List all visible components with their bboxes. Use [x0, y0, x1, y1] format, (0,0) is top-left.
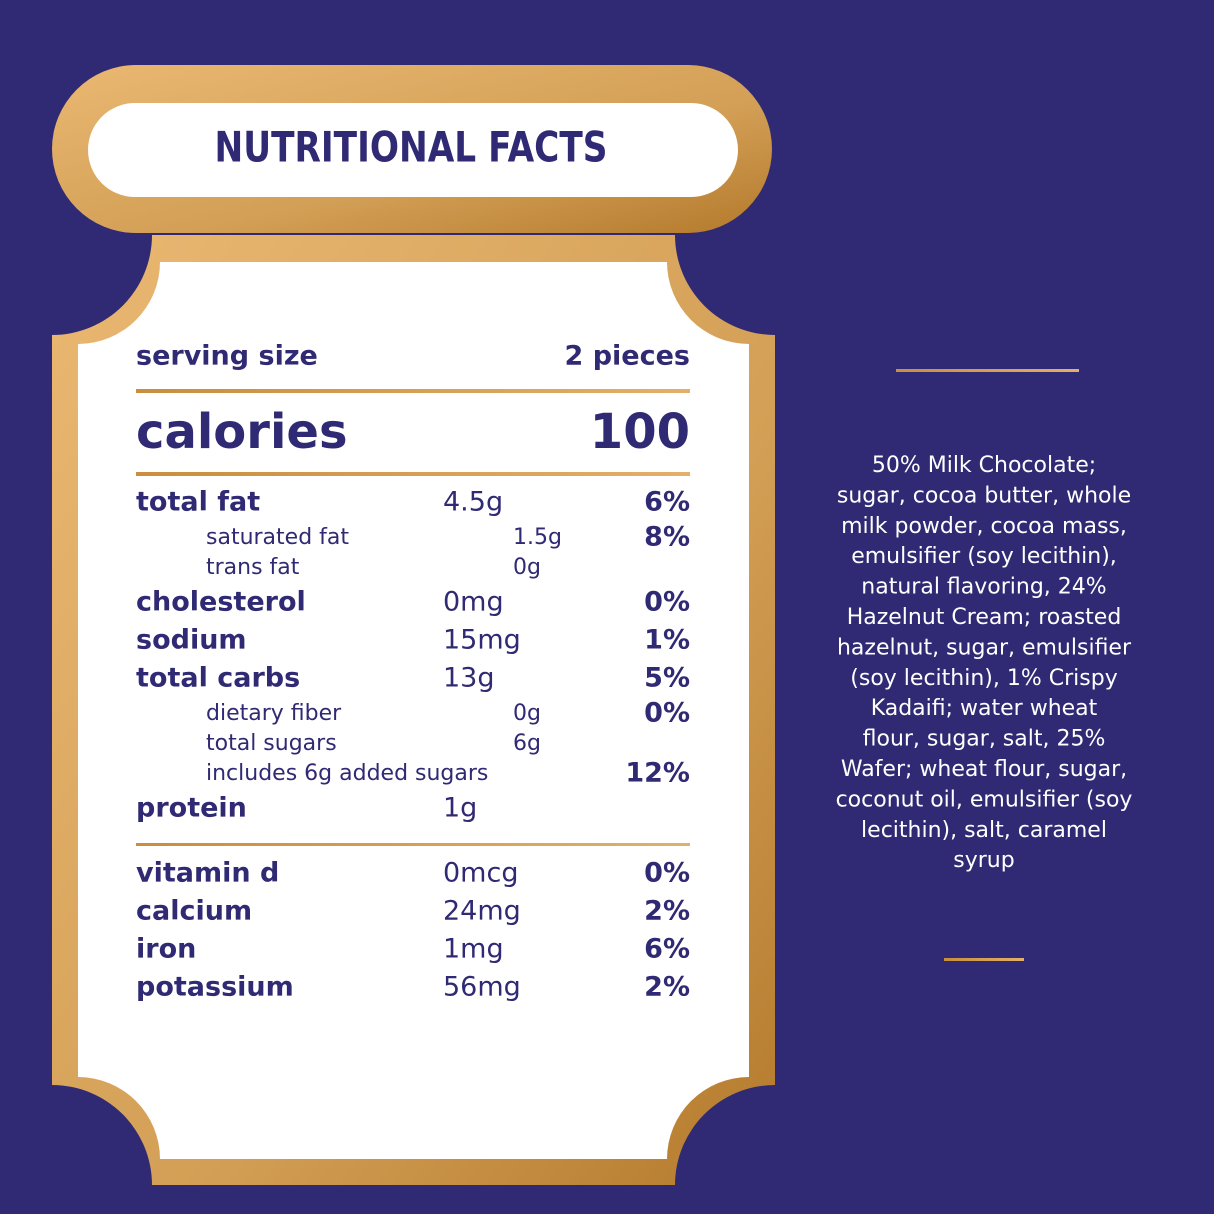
ingredient-line: sugar, cocoa butter, whole — [837, 483, 1131, 508]
nutrient-amount: 0mg — [443, 587, 504, 618]
nutrient-name: total sugars — [206, 731, 337, 756]
nutrient-amount: 15mg — [443, 625, 521, 656]
nutrient-name: iron — [136, 934, 196, 965]
nutrient-amount: 1g — [443, 793, 477, 824]
nutrient-name: total carbs — [136, 663, 300, 694]
daily-value: 6% — [644, 487, 690, 518]
serving-value: 2 pieces — [565, 341, 690, 372]
ingredient-line: Hazelnut Cream; roasted — [847, 605, 1122, 630]
ingredient-line: 50% Milk Chocolate; — [872, 453, 1096, 478]
daily-value: 0% — [644, 587, 690, 618]
nutrient-amount: 13g — [443, 663, 495, 694]
daily-value: 5% — [644, 663, 690, 694]
nutrient-amount: 24mg — [443, 896, 521, 927]
daily-value: 1% — [644, 625, 690, 656]
nutrient-name: cholesterol — [136, 587, 306, 618]
calories-value: 100 — [590, 404, 690, 460]
serving-label: serving size — [136, 341, 318, 372]
nutrient-name: dietary fiber — [206, 701, 342, 726]
nutrient-name: calcium — [136, 896, 252, 927]
nutrient-name: total fat — [136, 487, 260, 518]
panel-body — [78, 262, 749, 1159]
ingredient-line: emulsifier (soy lecithin), — [851, 544, 1117, 569]
nutrient-name: trans fat — [206, 555, 300, 580]
nutrient-name: sodium — [136, 625, 247, 656]
nutrient-amount: 0g — [513, 701, 541, 726]
daily-value: 2% — [644, 972, 690, 1003]
nutrient-amount: 6g — [513, 731, 541, 756]
ingredient-line: natural flavoring, 24% — [861, 575, 1106, 600]
ingredient-line: lecithin), salt, caramel — [861, 818, 1107, 843]
ingredient-line: (soy lecithin), 1% Crispy — [850, 666, 1117, 691]
ingredient-line: Kadaifi; water wheat — [871, 696, 1098, 721]
ingredient-line: milk powder, cocoa mass, — [841, 514, 1127, 539]
ingredient-line: hazelnut, sugar, emulsifier — [837, 635, 1132, 660]
nutrient-amount: 1.5g — [513, 525, 562, 550]
nutrient-name: saturated fat — [206, 525, 349, 550]
daily-value: 0% — [644, 698, 690, 729]
panel-title — [88, 103, 738, 197]
nutrient-amount: 4.5g — [443, 487, 503, 518]
nutrient-name: potassium — [136, 972, 294, 1003]
divider — [136, 472, 690, 476]
ingredient-line: syrup — [953, 848, 1014, 873]
daily-value: 2% — [644, 896, 690, 927]
daily-value: 8% — [644, 522, 690, 553]
daily-value: 0% — [644, 858, 690, 889]
daily-value: 6% — [644, 934, 690, 965]
daily-value: 12% — [625, 758, 690, 789]
nutrient-name: vitamin d — [136, 858, 279, 889]
nutrient-amount: 0mcg — [443, 858, 518, 889]
nutrient-name: includes 6g added sugars — [206, 761, 488, 786]
title: NUTRITIONAL FACTS — [215, 123, 608, 172]
nutrient-amount: 0g — [513, 555, 541, 580]
nutrient-name: protein — [136, 793, 247, 824]
calories-label: calories — [136, 404, 348, 460]
divider — [136, 389, 690, 393]
ingredient-line: Wafer; wheat flour, sugar, — [841, 757, 1127, 782]
nutrient-amount: 56mg — [443, 972, 521, 1003]
ornament-line — [944, 958, 1024, 961]
nutrient-amount: 1mg — [443, 934, 504, 965]
divider — [136, 843, 690, 846]
ingredient-line: coconut oil, emulsifier (soy — [836, 787, 1133, 812]
ornament-line — [896, 369, 1079, 372]
ingredient-line: flour, sugar, salt, 25% — [863, 727, 1106, 752]
